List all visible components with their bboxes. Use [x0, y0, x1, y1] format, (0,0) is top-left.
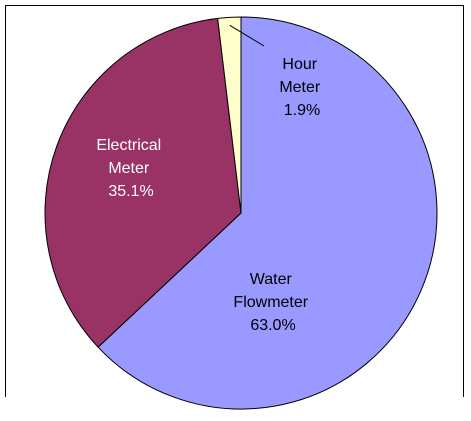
pie-slices	[44, 16, 438, 410]
slice-electrical-meter	[44, 17, 242, 348]
slice-hour-meter	[217, 16, 242, 214]
slice-water-flowmeter	[97, 16, 438, 410]
electrical-meter-label: Electrical Meter 35.1%	[96, 137, 165, 200]
hour-meter-leader-line	[229, 24, 265, 47]
water-flowmeter-label: Water Flowmeter 63.0%	[233, 271, 312, 334]
hour-meter-label: Hour Meter 1.9%	[279, 56, 324, 119]
